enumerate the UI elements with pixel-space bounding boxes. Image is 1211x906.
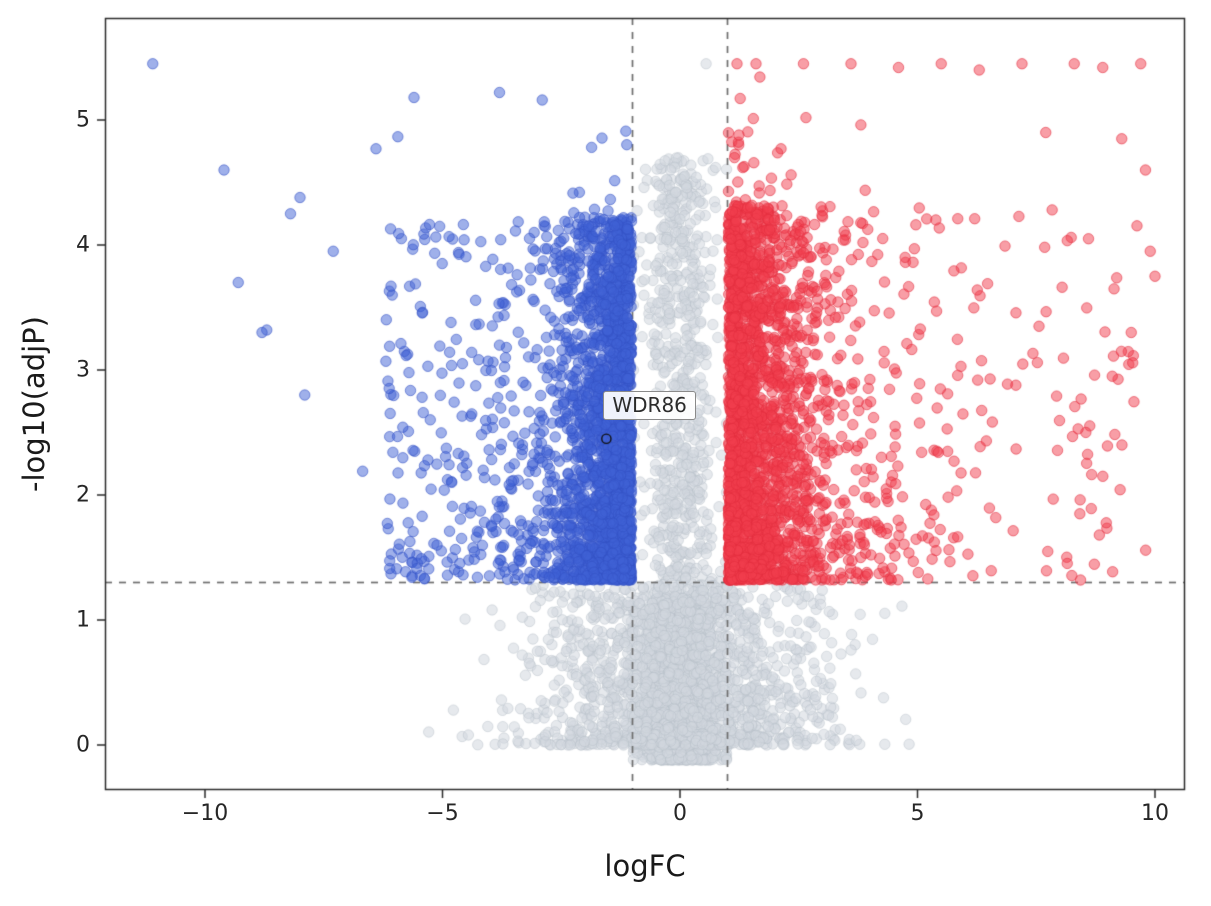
y-tick-label: 0 bbox=[76, 732, 90, 758]
x-tick-label: −10 bbox=[181, 801, 229, 826]
x-tick-label: 5 bbox=[910, 801, 925, 826]
y-tick-label: 1 bbox=[76, 607, 90, 633]
x-axis-label: logFC bbox=[604, 849, 686, 883]
x-tick-label: 0 bbox=[673, 801, 687, 826]
gene-annotation-label: WDR86 bbox=[603, 390, 696, 420]
x-tick-label: 10 bbox=[1141, 801, 1169, 826]
y-tick-label: 5 bbox=[76, 107, 90, 133]
y-tick-label: 3 bbox=[76, 357, 90, 383]
y-tick-label: 4 bbox=[76, 232, 90, 258]
y-axis-label: -log10(adjP) bbox=[17, 316, 51, 492]
x-tick-label: −5 bbox=[426, 801, 459, 826]
y-tick-label: 2 bbox=[76, 482, 90, 508]
